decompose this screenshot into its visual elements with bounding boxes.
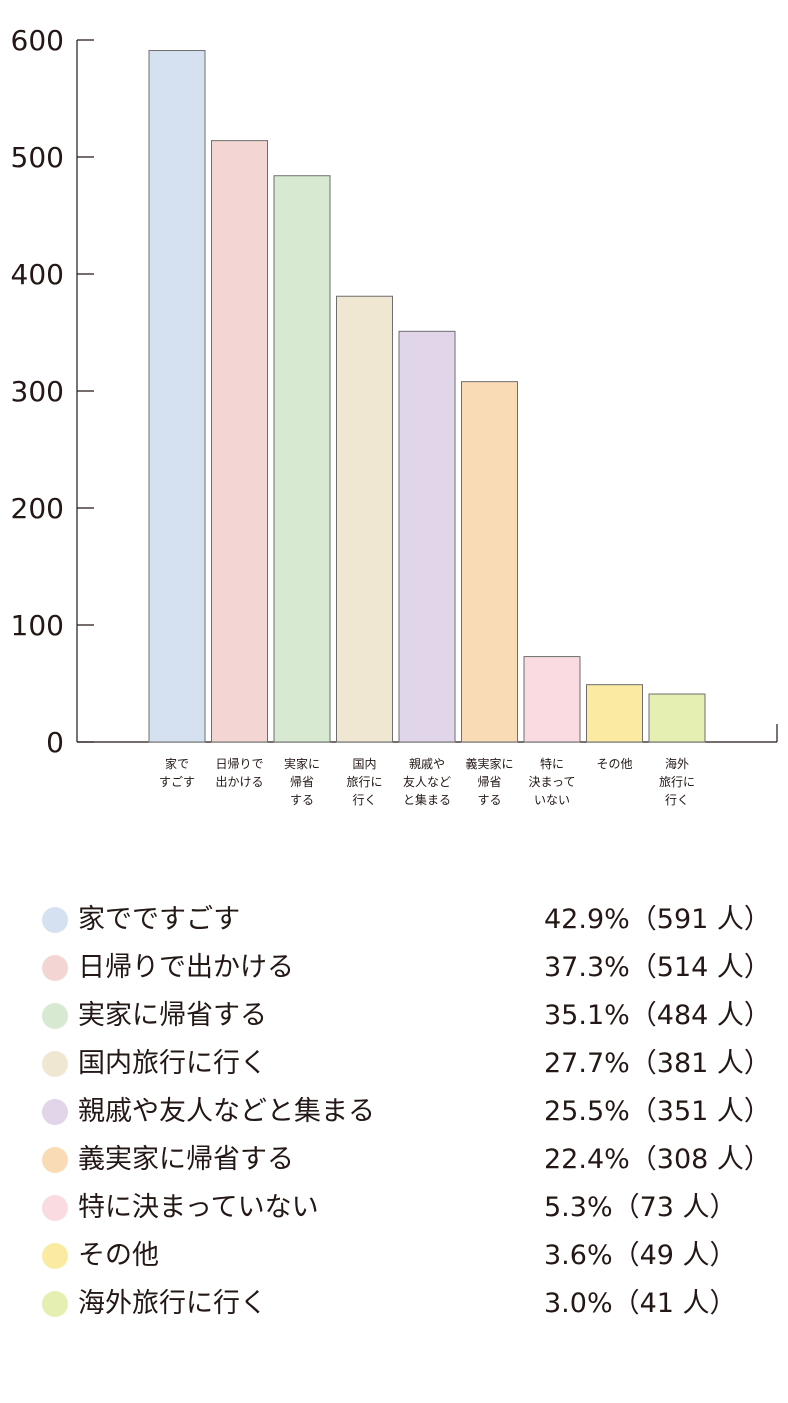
legend-value: 35.1%（484 人）: [544, 1000, 771, 1031]
legend-label: 親戚や友人などと集まる: [78, 1096, 375, 1127]
x-tick-label: 親戚や 友人など と集まる: [402, 757, 451, 807]
legend-item: 日帰りで出かける 37.3%（514 人）: [42, 944, 771, 992]
y-tick-label: 0: [46, 726, 64, 759]
legend-swatch: [42, 955, 68, 981]
legend-value: 3.6%（49 人）: [544, 1240, 737, 1271]
x-tick-label: 海外 旅行に 行く: [658, 757, 695, 807]
x-tick-label: その他: [596, 757, 633, 771]
x-tick-label: 義実家に 帰省 する: [465, 757, 514, 807]
bar: [586, 684, 643, 743]
x-tick-label: 実家に 帰省 する: [283, 757, 320, 807]
legend-value: 25.5%（351 人）: [544, 1096, 771, 1127]
legend-label: 海外旅行に行く: [78, 1288, 267, 1319]
legend-label: 義実家に帰省する: [78, 1144, 294, 1175]
chart-axes: 0 100 200 300 400 500 600: [11, 24, 778, 759]
legend-item: 海外旅行に行く 3.0%（41 人）: [42, 1280, 762, 1328]
bar-chart: 0 100 200 300 400 500 600: [11, 24, 778, 759]
legend-value: 5.3%（73 人）: [544, 1192, 737, 1223]
legend-label: 家でですごす: [78, 904, 241, 935]
legend-value: 42.9%（591 人）: [544, 904, 771, 935]
legend-label: 特に決まっていない: [78, 1192, 319, 1223]
legend-item: 親戚や友人などと集まる 25.5%（351 人）: [42, 1088, 771, 1136]
bar: [336, 295, 393, 743]
legend-swatch: [42, 907, 68, 933]
bar: [273, 175, 331, 743]
legend-item: 特に決まっていない 5.3%（73 人）: [42, 1184, 762, 1232]
bar: [523, 656, 581, 743]
legend-item: 実家に帰省する 35.1%（484 人）: [42, 992, 771, 1040]
legend-swatch: [42, 1099, 68, 1125]
legend-swatch: [42, 1147, 68, 1173]
y-tick-label: 400: [11, 258, 64, 291]
legend-label: その他: [78, 1240, 159, 1271]
bar: [461, 381, 518, 743]
legend-value: 37.3%（514 人）: [544, 952, 771, 983]
legend-item: 家でですごす 42.9%（591 人）: [42, 896, 771, 944]
x-tick-label: 日帰りで 出かける: [215, 757, 264, 789]
legend-item: 義実家に帰省する 22.4%（308 人）: [42, 1136, 771, 1184]
legend-swatch: [42, 1003, 68, 1029]
legend-swatch: [42, 1051, 68, 1077]
x-tick-label: 国内 旅行に 行く: [346, 757, 383, 807]
chart-bars: [148, 50, 706, 743]
legend-label: 国内旅行に行く: [78, 1048, 267, 1079]
y-tick-label: 300: [11, 375, 64, 408]
legend-value: 27.7%（381 人）: [544, 1048, 771, 1079]
bar: [211, 140, 268, 743]
bar: [648, 693, 706, 743]
legend-label: 日帰りで出かける: [78, 952, 294, 983]
y-tick-label: 600: [11, 24, 64, 57]
y-tick-label: 200: [11, 492, 64, 525]
bar: [398, 330, 456, 743]
y-tick-label: 100: [11, 609, 64, 642]
legend-swatch: [42, 1195, 68, 1221]
legend: 家でですごす 42.9%（591 人） 日帰りで出かける 37.3%（514 人…: [42, 896, 771, 1328]
bar: [148, 50, 206, 743]
legend-item: その他 3.6%（49 人）: [42, 1232, 762, 1280]
legend-swatch: [42, 1291, 68, 1317]
legend-label: 実家に帰省する: [78, 1000, 267, 1031]
legend-value: 22.4%（308 人）: [544, 1144, 771, 1175]
x-tick-label: 特に 決まって いない: [528, 757, 576, 807]
legend-value: 3.0%（41 人）: [544, 1288, 737, 1319]
legend-item: 国内旅行に行く 27.7%（381 人）: [42, 1040, 771, 1088]
y-tick-label: 500: [11, 141, 64, 174]
x-tick-label: 家で すごす: [158, 757, 196, 789]
legend-swatch: [42, 1243, 68, 1269]
